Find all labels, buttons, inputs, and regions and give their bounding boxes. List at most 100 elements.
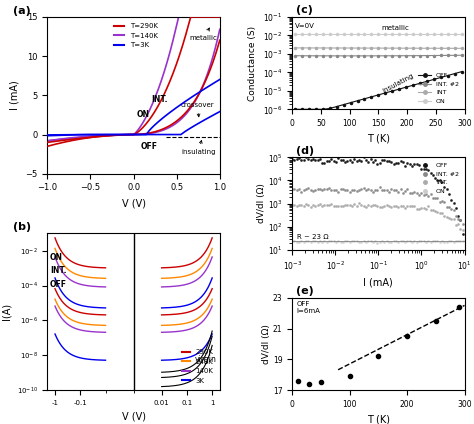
Point xyxy=(335,238,342,245)
Y-axis label: dV/dI (Ω): dV/dI (Ω) xyxy=(263,324,272,364)
Point xyxy=(390,186,397,193)
Text: virgin: virgin xyxy=(194,355,217,364)
Point xyxy=(325,201,333,208)
Point xyxy=(295,186,303,193)
Point xyxy=(422,238,430,245)
Point xyxy=(443,204,450,210)
Point xyxy=(424,237,432,244)
Point xyxy=(401,187,409,194)
Point xyxy=(298,238,305,245)
Point xyxy=(399,159,407,165)
Point xyxy=(420,237,428,244)
Text: (b): (b) xyxy=(13,222,31,232)
Point xyxy=(447,216,455,223)
Point xyxy=(438,198,446,205)
Point xyxy=(424,166,432,173)
Point xyxy=(445,215,453,222)
Point xyxy=(410,203,418,210)
X-axis label: T (K): T (K) xyxy=(367,134,390,144)
Point xyxy=(325,238,333,245)
Point xyxy=(434,208,441,215)
Point xyxy=(397,203,404,209)
Point xyxy=(351,201,358,208)
Point xyxy=(320,159,328,166)
Point xyxy=(351,156,358,163)
Point xyxy=(307,238,314,245)
Point xyxy=(422,191,430,198)
Point xyxy=(330,187,337,193)
Point xyxy=(367,187,374,193)
Point xyxy=(346,156,354,163)
Point xyxy=(401,204,409,211)
Point xyxy=(369,201,377,208)
Text: insulating: insulating xyxy=(381,72,414,94)
Point xyxy=(374,187,381,193)
Point xyxy=(302,186,310,192)
Point xyxy=(346,188,354,195)
Point xyxy=(440,198,448,205)
Point xyxy=(438,210,446,217)
Point xyxy=(319,159,326,166)
Point xyxy=(360,154,367,161)
Text: ON: ON xyxy=(137,110,150,119)
Text: OFF: OFF xyxy=(140,142,157,151)
Point xyxy=(357,201,365,208)
Point xyxy=(369,159,377,166)
Point xyxy=(392,159,400,166)
Point xyxy=(447,197,455,204)
Point xyxy=(371,238,379,245)
Point xyxy=(418,190,425,197)
Point xyxy=(434,177,441,184)
Point xyxy=(431,207,439,214)
Text: INT.: INT. xyxy=(151,95,167,103)
Point xyxy=(339,156,346,163)
Point xyxy=(344,187,351,193)
Point xyxy=(335,154,342,161)
Point xyxy=(408,162,416,169)
Point xyxy=(378,187,386,194)
Point xyxy=(341,186,349,193)
Point xyxy=(445,190,453,197)
Point xyxy=(307,157,314,164)
Point xyxy=(353,187,361,194)
Point xyxy=(307,187,314,194)
Text: R ~ 23 Ω: R ~ 23 Ω xyxy=(297,234,328,240)
Text: insulating: insulating xyxy=(181,140,216,155)
Point xyxy=(394,204,402,211)
Point xyxy=(332,203,340,209)
Point xyxy=(456,217,464,224)
Point xyxy=(392,237,400,244)
Point xyxy=(311,238,319,245)
Point xyxy=(300,187,308,193)
Point xyxy=(291,156,298,163)
Point xyxy=(316,156,324,163)
Point xyxy=(388,204,395,211)
Y-axis label: Conductance (S): Conductance (S) xyxy=(248,25,257,101)
Point xyxy=(288,237,296,244)
Y-axis label: I(A): I(A) xyxy=(1,303,11,320)
Point xyxy=(381,203,388,210)
Point xyxy=(374,160,381,167)
Point xyxy=(413,161,420,168)
Point xyxy=(459,220,466,227)
Point xyxy=(383,202,391,209)
Point xyxy=(415,206,423,212)
Point xyxy=(319,238,326,245)
Point xyxy=(365,186,372,193)
Point xyxy=(362,204,370,210)
Point xyxy=(455,221,462,228)
Point xyxy=(311,187,319,194)
Legend: OFF, INT. #2, INT, ON: OFF, INT. #2, INT, ON xyxy=(416,70,461,106)
Point xyxy=(355,200,363,206)
Point xyxy=(450,207,457,214)
Point xyxy=(456,237,464,244)
Point xyxy=(355,157,363,164)
Point xyxy=(369,238,377,245)
Point xyxy=(378,238,386,245)
Point xyxy=(429,206,437,213)
Point xyxy=(348,237,356,244)
Point xyxy=(323,157,330,164)
Point xyxy=(339,202,346,209)
X-axis label: I (mA): I (mA) xyxy=(364,277,393,287)
Point xyxy=(440,184,448,190)
